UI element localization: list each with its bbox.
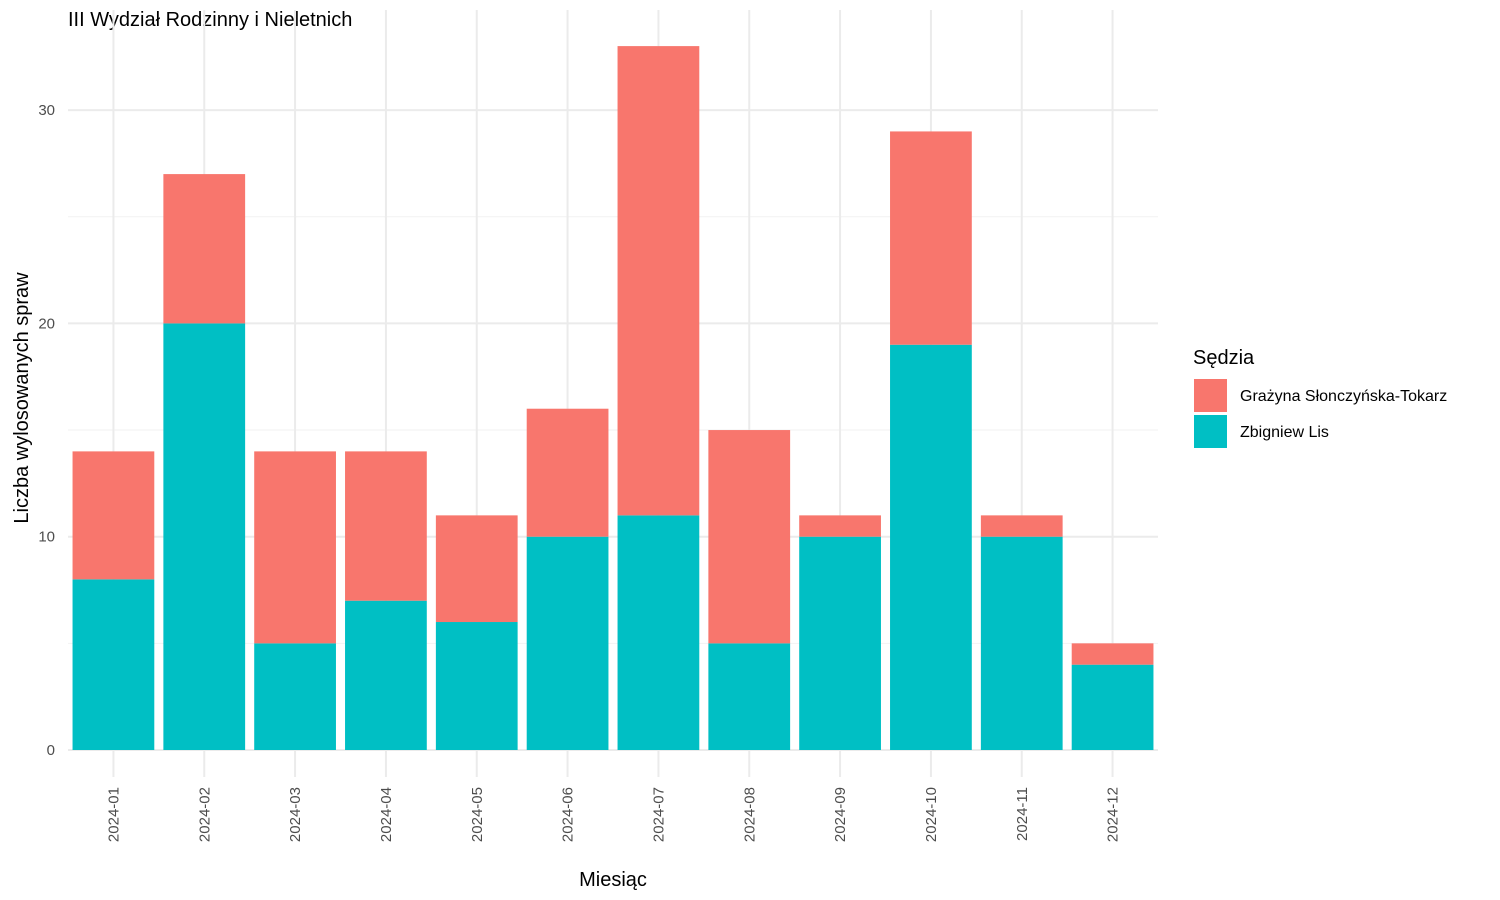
x-tick-label: 2024-04 (378, 787, 395, 842)
bar-segment (345, 451, 427, 601)
y-tick-label: 10 (38, 529, 55, 546)
bar-segment (890, 344, 972, 750)
x-tick-label: 2024-01 (105, 787, 122, 842)
legend: Sędzia Grażyna Słonczyńska-Tokarz Zbignie… (1193, 347, 1447, 448)
bar-segment (708, 430, 791, 644)
bar-segment (617, 515, 700, 750)
bar-segment (526, 408, 609, 537)
x-tick-label: 2024-10 (923, 787, 940, 842)
bar-segment (980, 515, 1063, 537)
legend-title: Sędzia (1193, 347, 1255, 369)
bar-segment (708, 643, 791, 750)
bar-segment (799, 515, 881, 537)
bar-segment (163, 174, 246, 324)
bar-segment (435, 622, 518, 750)
bar-segment (526, 536, 609, 750)
bar-segment (1071, 664, 1154, 750)
x-axis-title: Miesiąc (579, 869, 647, 891)
bar-segment (254, 451, 336, 644)
bar-segment (890, 131, 972, 345)
bar-segment (799, 536, 881, 750)
bar-segment (72, 451, 155, 580)
bar-segment (163, 323, 246, 750)
legend-swatch (1194, 415, 1227, 448)
bar-segment (435, 515, 518, 623)
x-tick-label: 2024-05 (469, 787, 486, 842)
x-tick-label: 2024-06 (560, 787, 577, 842)
x-tick-label: 2024-11 (1014, 787, 1031, 841)
y-axis-ticks: 0 10 20 30 (38, 102, 55, 759)
y-tick-label: 20 (38, 315, 55, 332)
bar-segment (980, 536, 1063, 750)
y-tick-label: 30 (38, 102, 55, 119)
y-tick-label: 0 (47, 742, 55, 759)
y-axis-title: Liczba wylosowanych spraw (11, 272, 33, 524)
legend-label: Zbigniew Lis (1240, 424, 1329, 441)
x-tick-label: 2024-03 (287, 787, 304, 842)
bar-segment (345, 600, 427, 750)
bar-segment (72, 579, 155, 750)
bars (72, 46, 1154, 750)
legend-swatch (1194, 379, 1227, 412)
x-tick-label: 2024-09 (832, 787, 849, 842)
legend-label: Grażyna Słonczyńska-Tokarz (1240, 388, 1447, 405)
x-tick-label: 2024-08 (741, 787, 758, 842)
x-tick-label: 2024-07 (650, 787, 667, 842)
bar-segment (1071, 643, 1154, 665)
bar-segment (617, 46, 700, 516)
x-tick-label: 2024-12 (1105, 787, 1122, 842)
legend-items: Grażyna Słonczyńska-Tokarz Zbigniew Lis (1194, 379, 1447, 448)
x-axis-ticks: 2024-01 2024-02 2024-03 2024-04 2024-05 2024-… (105, 787, 1121, 842)
x-tick-label: 2024-02 (196, 787, 213, 842)
bar-segment (254, 643, 336, 750)
chart-title: III Wydział Rodzinny i Nieletnich (68, 9, 352, 31)
